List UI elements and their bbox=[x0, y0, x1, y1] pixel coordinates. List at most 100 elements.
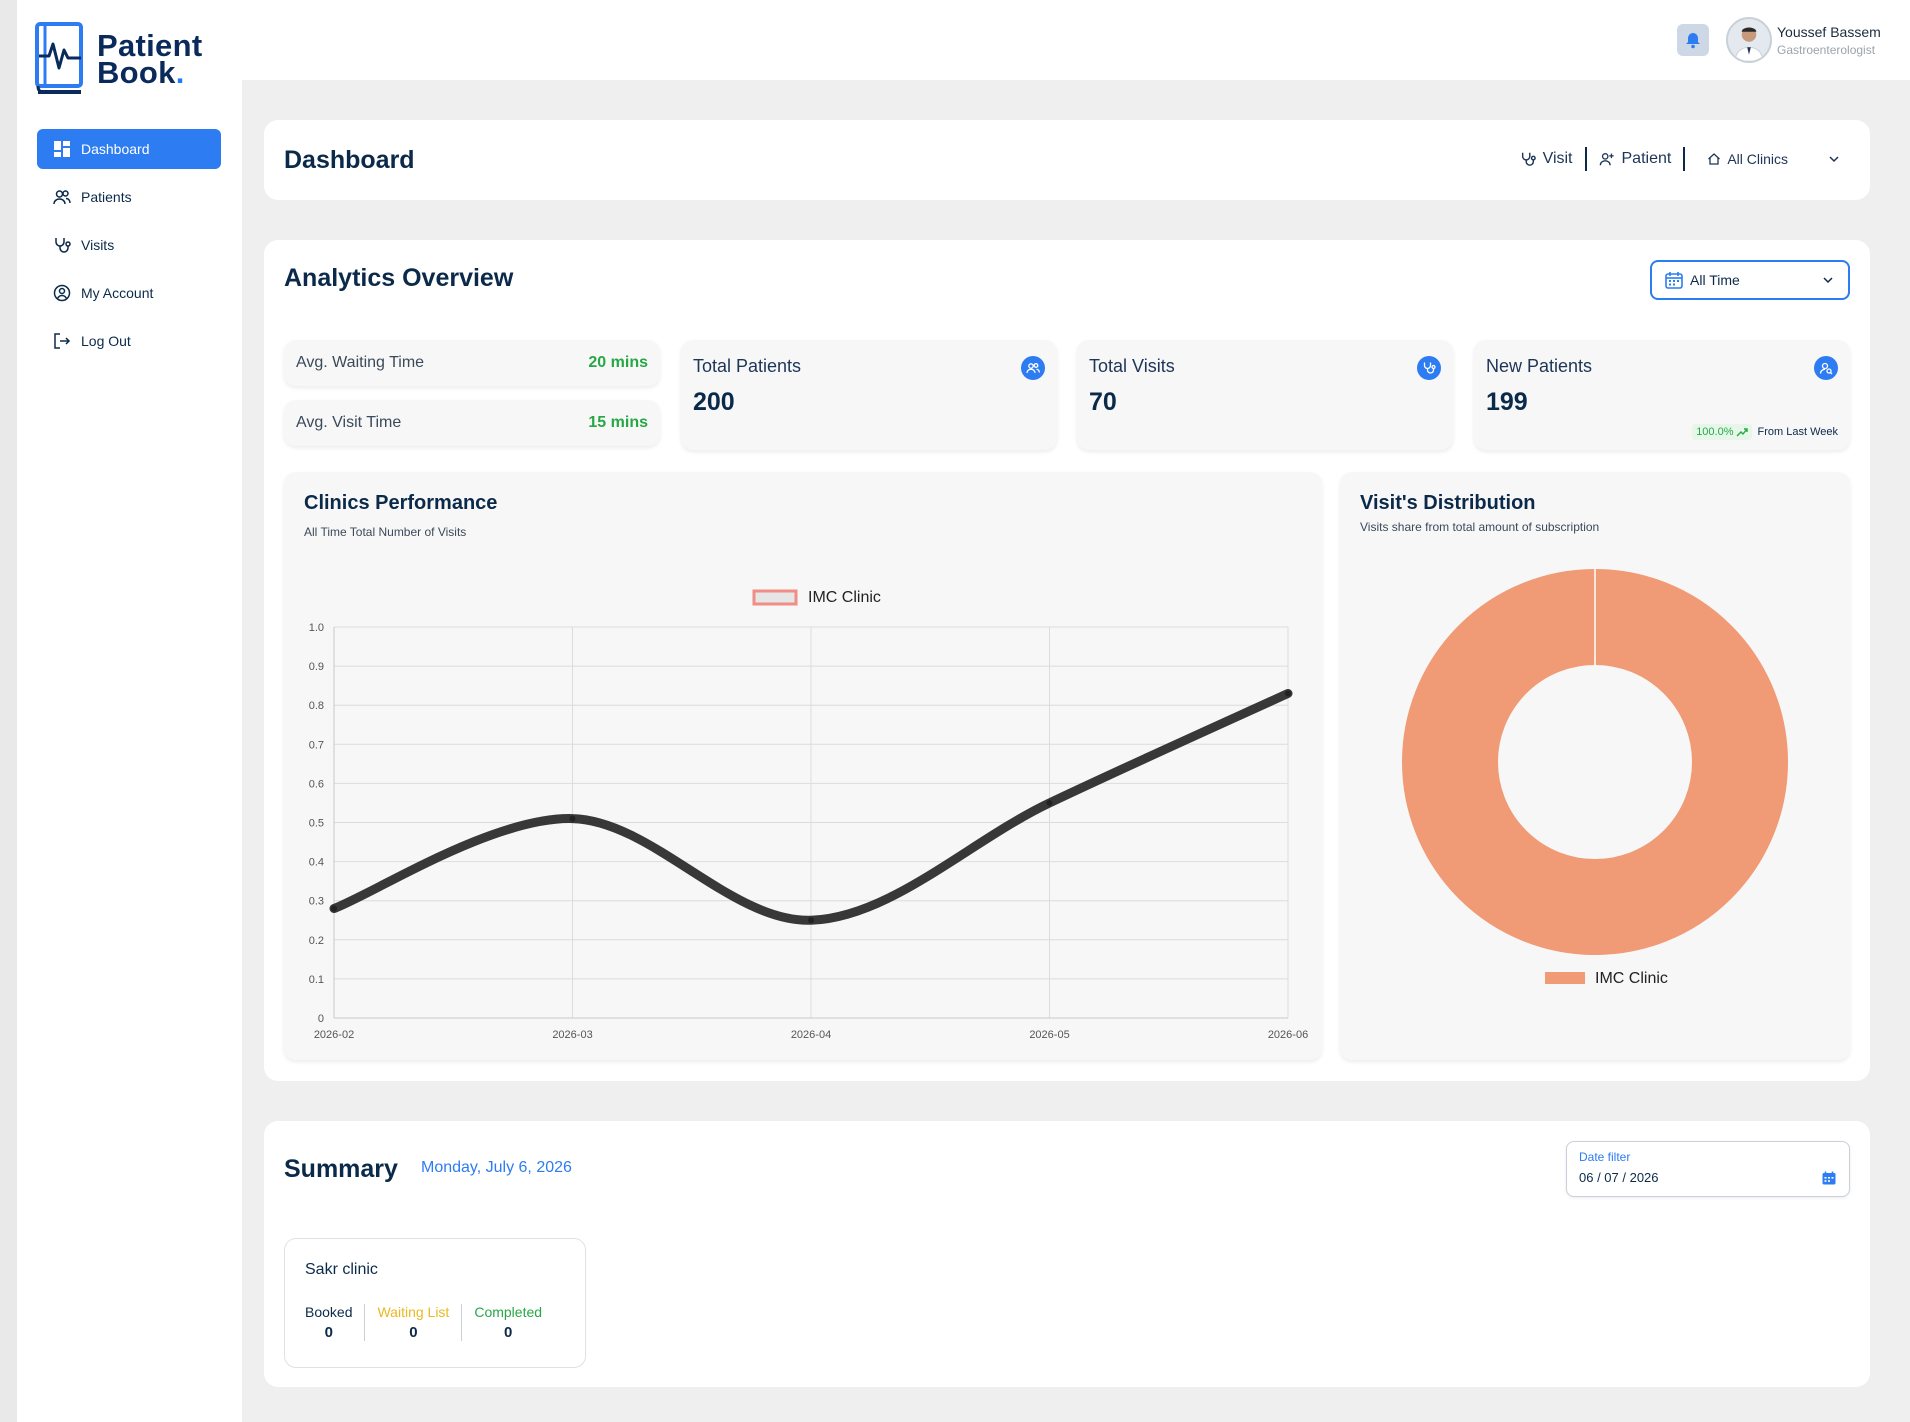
trend-up-icon bbox=[1736, 428, 1748, 437]
metric-value: 15 mins bbox=[588, 414, 648, 431]
y-tick-label: 0.7 bbox=[309, 739, 324, 751]
section-title: Analytics Overview bbox=[284, 264, 514, 292]
metric-label: Avg. Waiting Time bbox=[296, 354, 425, 371]
calendar-icon[interactable] bbox=[1821, 1170, 1837, 1186]
calendar-icon bbox=[1665, 272, 1683, 289]
brand-name: Patient Book. bbox=[97, 28, 203, 88]
completed-stat: Completed 0 bbox=[461, 1304, 554, 1341]
trend-text: From Last Week bbox=[1757, 426, 1839, 438]
divider bbox=[1584, 147, 1587, 171]
booked-stat: Booked 0 bbox=[305, 1304, 364, 1341]
users-icon bbox=[53, 190, 71, 205]
add-patient-button[interactable]: Patient bbox=[1587, 146, 1684, 172]
metric-label: Total Patients bbox=[693, 356, 802, 376]
clinic-select[interactable]: All Clinics bbox=[1685, 151, 1840, 167]
dashboard-icon bbox=[54, 141, 70, 157]
y-tick-label: 0 bbox=[318, 1013, 324, 1025]
stat-value: 0 bbox=[409, 1324, 418, 1341]
add-visit-button[interactable]: Visit bbox=[1508, 146, 1585, 172]
time-range-value: All Time bbox=[1690, 272, 1740, 288]
legend-label: IMC Clinic bbox=[1595, 970, 1668, 987]
line-chart: 0 0.1 0.2 0.3 0.4 0.5 0.6 0.7 0.8 0.9 1.0 2026-02 20… bbox=[309, 589, 1308, 1041]
clinic-summary-card[interactable]: Sakr clinic Booked 0 Waiting List 0 Comp… bbox=[284, 1238, 586, 1368]
metric-label: Avg. Visit Time bbox=[296, 414, 402, 431]
brand-line-1: Patient bbox=[97, 28, 203, 63]
brand-line-2: Book bbox=[97, 55, 176, 90]
clinic-stats: Booked 0 Waiting List 0 Completed 0 bbox=[305, 1304, 554, 1341]
data-point bbox=[569, 815, 576, 822]
section-title: Summary bbox=[284, 1155, 398, 1183]
stethoscope-icon bbox=[55, 238, 71, 253]
sidebar-item-my-account[interactable]: My Account bbox=[37, 273, 221, 313]
avatar[interactable] bbox=[1726, 17, 1772, 63]
clinic-name: Sakr clinic bbox=[305, 1261, 378, 1278]
x-tick-label: 2026-05 bbox=[1029, 1029, 1069, 1041]
data-point bbox=[331, 905, 337, 912]
home-icon bbox=[1708, 153, 1721, 165]
y-tick-label: 0.5 bbox=[309, 818, 324, 830]
users-icon bbox=[1021, 356, 1045, 380]
y-tick-label: 0.1 bbox=[309, 974, 324, 986]
metric-value: 200 bbox=[693, 388, 735, 416]
user-name: Youssef Bassem bbox=[1777, 24, 1881, 40]
metric-value: 20 mins bbox=[588, 354, 648, 371]
brand-logo[interactable]: Patient Book. bbox=[35, 22, 202, 96]
stat-label: Booked bbox=[305, 1304, 353, 1320]
add-visit-label: Visit bbox=[1542, 150, 1573, 167]
user-plus-icon bbox=[1599, 153, 1614, 166]
trend-indicator: 100.0% From Last Week bbox=[1692, 424, 1838, 440]
y-tick-label: 1.0 bbox=[309, 622, 324, 634]
sidebar-item-label: Visits bbox=[81, 237, 115, 253]
x-tick-label: 2026-06 bbox=[1268, 1029, 1308, 1041]
chart-subtitle: All Time Total Number of Visits bbox=[304, 525, 467, 539]
data-point bbox=[1285, 690, 1291, 697]
x-tick-label: 2026-04 bbox=[791, 1029, 831, 1041]
clinic-select-value: All Clinics bbox=[1727, 151, 1788, 167]
trend-badge: 100.0% bbox=[1692, 424, 1752, 440]
y-tick-label: 0.2 bbox=[309, 935, 324, 947]
metric-value: 199 bbox=[1486, 388, 1528, 416]
y-tick-label: 0.4 bbox=[309, 857, 324, 869]
top-header: Youssef Bassem Gastroenterologist bbox=[242, 0, 1910, 80]
x-tick-label: 2026-03 bbox=[552, 1029, 592, 1041]
date-filter-value: 06 / 07 / 2026 bbox=[1579, 1170, 1659, 1185]
analytics-overview-card: Analytics Overview All Time Avg. Waiting… bbox=[264, 240, 1870, 1081]
sidebar-nav: Dashboard Patients Visits My Account Log… bbox=[37, 129, 221, 369]
chart-title: Visit's Distribution bbox=[1360, 492, 1536, 514]
chevron-down-icon bbox=[1829, 156, 1839, 163]
sidebar-item-log-out[interactable]: Log Out bbox=[37, 321, 221, 361]
legend-swatch bbox=[1545, 972, 1585, 984]
y-tick-label: 0.6 bbox=[309, 778, 324, 790]
logout-icon bbox=[54, 333, 71, 349]
dashboard-title-card: Dashboard Visit Patient All Clinics bbox=[264, 120, 1870, 200]
user-search-icon bbox=[1814, 356, 1838, 380]
donut-chart: IMC Clinic bbox=[1402, 569, 1788, 987]
y-tick-label: 0.8 bbox=[309, 700, 324, 712]
sidebar-item-patients[interactable]: Patients bbox=[37, 177, 221, 217]
sidebar-item-label: Patients bbox=[81, 189, 132, 205]
clinics-performance-panel: Clinics Performance All Time Total Numbe… bbox=[284, 472, 1322, 1060]
stat-value: 0 bbox=[324, 1324, 333, 1341]
avg-visit-time-metric: Avg. Visit Time 15 mins bbox=[284, 400, 660, 446]
chart-title: Clinics Performance bbox=[304, 492, 498, 514]
y-tick-label: 0.3 bbox=[309, 896, 324, 908]
metric-value: 70 bbox=[1089, 388, 1117, 416]
total-patients-metric: Total Patients 200 bbox=[681, 340, 1057, 450]
sidebar-item-visits[interactable]: Visits bbox=[37, 225, 221, 265]
dashboard-actions: Visit Patient All Clinics bbox=[1508, 146, 1840, 172]
data-point bbox=[1046, 799, 1053, 806]
notifications-button[interactable] bbox=[1677, 24, 1709, 56]
brand-dot: . bbox=[175, 55, 185, 90]
page-title: Dashboard bbox=[284, 146, 415, 174]
date-filter-input[interactable]: Date filter 06 / 07 / 2026 bbox=[1566, 1141, 1850, 1197]
sidebar-item-dashboard[interactable]: Dashboard bbox=[37, 129, 221, 169]
stethoscope-icon bbox=[1521, 152, 1536, 166]
sidebar: Patient Book. Dashboard Patients Visits … bbox=[17, 0, 242, 1422]
stat-label: Waiting List bbox=[377, 1304, 450, 1320]
chevron-down-icon bbox=[1823, 277, 1833, 284]
divider bbox=[1683, 147, 1686, 171]
trend-percent: 100.0% bbox=[1696, 426, 1734, 438]
legend-swatch bbox=[752, 589, 798, 606]
window-edge bbox=[0, 0, 17, 1422]
time-range-select[interactable]: All Time bbox=[1650, 260, 1850, 300]
